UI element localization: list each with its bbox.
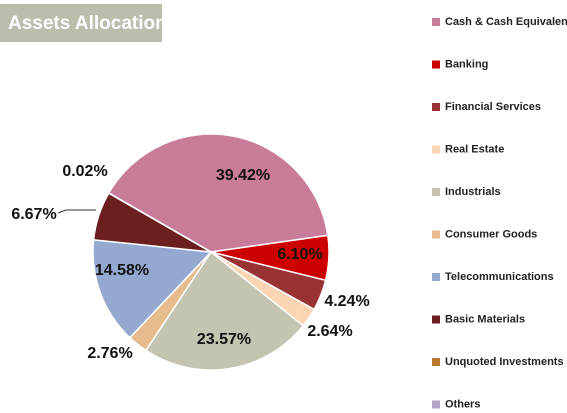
- pie-slice: [144, 250, 305, 371]
- legend-label: Consumer Goods: [445, 228, 537, 240]
- data-label: 4.24%: [324, 293, 369, 310]
- legend-swatch: [432, 273, 440, 281]
- data-label: 39.42%: [216, 167, 270, 184]
- legend-swatch: [432, 400, 440, 409]
- legend-label: Others: [445, 398, 480, 410]
- chart-title: Assets Allocation: [8, 13, 167, 34]
- title-box: [0, 4, 162, 42]
- legend-swatch: [432, 18, 440, 26]
- leader-line: [57, 209, 96, 214]
- legend-swatch: [432, 145, 440, 154]
- pie-slice: [107, 133, 329, 253]
- legend-label: Basic Materials: [445, 313, 525, 325]
- data-label: 6.67%: [11, 206, 56, 223]
- data-label: 6.10%: [277, 246, 322, 263]
- legend-label: Cash & Cash Equivalents: [445, 16, 567, 28]
- legend-label: Financial Services: [445, 101, 541, 113]
- legend-swatch: [432, 188, 440, 196]
- legend-label: Industrials: [445, 186, 501, 198]
- legend-swatch: [432, 103, 440, 111]
- pie-slice: [92, 239, 213, 339]
- data-label: 14.58%: [95, 262, 149, 279]
- legend-label: Real Estate: [445, 143, 504, 155]
- legend-label: Unquoted Investments: [445, 356, 564, 368]
- data-label: 23.57%: [197, 331, 251, 348]
- legend-swatch: [432, 60, 440, 69]
- legend-swatch: [432, 230, 440, 239]
- legend-swatch: [432, 358, 440, 366]
- legend-swatch: [432, 315, 440, 324]
- legend-label: Telecommunications: [445, 271, 554, 283]
- legend-label: Banking: [445, 58, 488, 70]
- data-label: 2.76%: [87, 345, 132, 362]
- data-label: 2.64%: [307, 323, 352, 340]
- data-label: 0.02%: [62, 163, 107, 180]
